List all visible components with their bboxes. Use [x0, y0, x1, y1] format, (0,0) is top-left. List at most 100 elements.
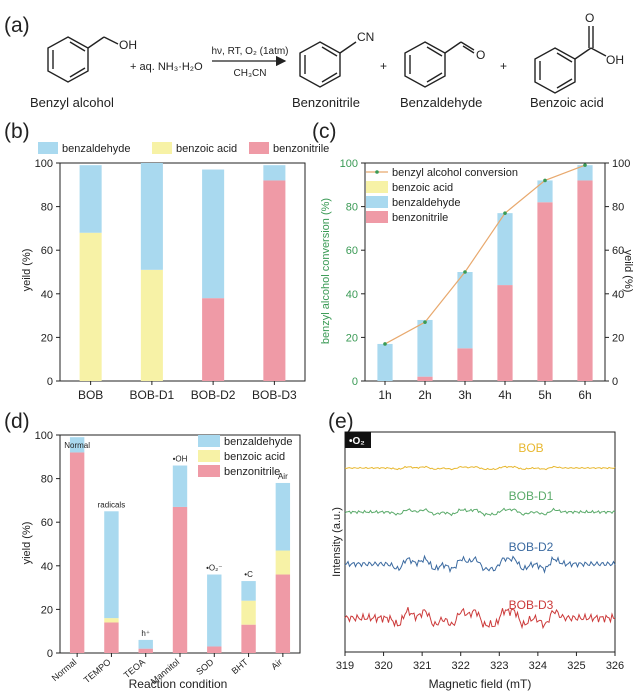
- ytick-label-b-80: 80: [41, 202, 53, 214]
- ytick-label-c-20: 20: [346, 332, 358, 344]
- bar-d-bht-benzoic-acid: [241, 600, 256, 625]
- conditions-top: hν, RT, O₂ (1atm): [211, 46, 288, 57]
- xtick-label-b-bob-d1: BOB-D1: [130, 388, 175, 402]
- xtick-label-b-bob: BOB: [78, 388, 103, 402]
- aldehyde-o-label: O: [476, 48, 485, 62]
- plus-sign-2: +: [500, 59, 507, 73]
- bar-d-air-benzoic-acid: [275, 550, 291, 575]
- xtick-label-e-321: 321: [413, 660, 431, 672]
- xtick-label-c-2h: 2h: [418, 388, 431, 402]
- plot-frame-e: [344, 431, 616, 653]
- bar-b-bob-benzoic-acid: [79, 232, 102, 381]
- legend-label-c-conversion: benzyl alcohol conversion: [392, 167, 518, 179]
- ytick-label-right-c-20: 20: [612, 332, 624, 344]
- xtick-label-e-320: 320: [374, 660, 392, 672]
- benzoic-acid-structure: [534, 26, 607, 94]
- ytick-label-d-0: 0: [47, 648, 53, 660]
- series-line-e-bob: [344, 465, 616, 471]
- legend-label-c-benzoic-acid: benzoic acid: [392, 182, 453, 194]
- bar-c-3h-benzaldehyde: [457, 272, 473, 349]
- point-c-conversion-3h: [463, 270, 467, 274]
- ytick-label-b-40: 40: [41, 289, 53, 301]
- series-label-e-bob-d1: BOB-D1: [509, 489, 554, 503]
- bar-d-mannitol-benzonitrile: [172, 506, 188, 653]
- bar-d-bht-benzonitrile: [241, 624, 256, 653]
- legend-label-b-benzonitrile: benzonitrile: [273, 143, 329, 155]
- annotation-d-teoa: h⁺: [141, 629, 150, 638]
- legend-swatch-b-benzonitrile: [249, 142, 269, 154]
- ylabel-c-left: benzyl alcohol conversion (%): [320, 198, 332, 344]
- bar-d-air-benzaldehyde: [275, 482, 291, 551]
- legend-marker-c-conversion: [375, 170, 379, 174]
- xtick-label-d-normal: Normal: [50, 657, 79, 683]
- legend-label-b-benzaldehyde: benzaldehyde: [62, 143, 131, 155]
- plot-area-c: 0 0 20 20 40 40 60 60 80 80 100 100 1h 2h 3h 4h 5h 6h: [340, 158, 631, 402]
- ytick-label-d-20: 20: [41, 604, 53, 616]
- ylabel-b: yeild (%): [21, 249, 33, 292]
- bar-b-bob-benzaldehyde: [79, 165, 102, 233]
- bar-d-bht-benzaldehyde: [241, 581, 256, 601]
- legend-label-d-benzoic-acid: benzoic acid: [224, 451, 285, 463]
- reactant-name: Benzyl alcohol: [30, 95, 114, 110]
- panel-label-c: (c): [312, 120, 337, 143]
- bar-d-tempo-benzoic-acid: [104, 618, 119, 623]
- bar-c-2h-benzonitrile: [417, 376, 433, 381]
- bar-b-bob-d2-benzaldehyde: [202, 169, 225, 299]
- ytick-label-b-20: 20: [41, 332, 53, 344]
- product-name-benzonitrile: Benzonitrile: [292, 95, 360, 110]
- xtick-label-b-bob-d3: BOB-D3: [252, 388, 297, 402]
- bar-d-normal-benzaldehyde: [69, 437, 85, 453]
- ytick-label-c-100: 100: [340, 158, 358, 170]
- point-c-conversion-5h: [543, 178, 547, 183]
- bar-c-4h-benzonitrile: [497, 285, 513, 381]
- ylabel-c-right: yeild (%): [622, 250, 634, 293]
- bar-d-tempo-benzonitrile: [104, 622, 119, 653]
- ytick-label-right-c-100: 100: [612, 158, 630, 170]
- legend-label-c-benzaldehyde: benzaldehyde: [392, 197, 461, 209]
- benzonitrile-structure: [299, 41, 357, 88]
- bar-b-bob-d3-benzonitrile: [263, 180, 286, 381]
- ytick-label-right-c-40: 40: [612, 289, 624, 301]
- plus-sign-1: +: [380, 59, 387, 73]
- point-c-conversion-1h: [383, 342, 387, 346]
- bar-c-3h-benzonitrile: [457, 348, 473, 381]
- xtick-label-e-322: 322: [452, 660, 470, 672]
- plot-frame-c: [364, 162, 606, 382]
- series-label-e-bob-d3: BOB-D3: [509, 598, 554, 612]
- bar-b-bob-d1-benzaldehyde: [140, 163, 163, 270]
- legend-swatch-c-benzaldehyde: [366, 196, 388, 208]
- series-label-e-bob-d2: BOB-D2: [509, 540, 554, 554]
- benzaldehyde-structure: [404, 41, 475, 88]
- ylabel-e: Intensity (a.u.): [331, 507, 343, 577]
- ytick-label-d-40: 40: [41, 561, 53, 573]
- ytick-label-right-c-80: 80: [612, 202, 624, 214]
- product-name-benzoic-acid: Benzoic acid: [530, 95, 604, 110]
- ytick-label-c-0: 0: [352, 376, 358, 388]
- series-label-e-bob: BOB: [518, 441, 543, 455]
- legend-b: benzaldehyde benzoic acid benzonitrile: [38, 142, 329, 155]
- bar-d-teoa-benzaldehyde: [138, 639, 153, 649]
- ytick-label-d-60: 60: [41, 517, 53, 529]
- series-line-e-bob-d3: [344, 607, 616, 630]
- plot-frame-b: [59, 162, 306, 382]
- radical-badge-label: •O₂: [349, 436, 365, 447]
- bar-d-sod-benzonitrile: [207, 646, 222, 653]
- xtick-label-d-bht: BHT: [230, 657, 251, 677]
- benzyl-alcohol-structure: [47, 36, 119, 83]
- annotation-d-tempo: radicals: [98, 500, 126, 509]
- reaction-scheme: (a) OH Benzyl alcohol + aq. NH₃·H₂O hν, …: [4, 11, 624, 110]
- annotation-d-sod: •O₂⁻: [206, 564, 222, 573]
- annotation-d-air: Air: [278, 472, 288, 481]
- chart-e: (e) •O₂ 319 320 321 322 323 324 325 326 BOB BOB-D…: [328, 410, 624, 691]
- nitrile-cn-label: CN: [357, 30, 374, 44]
- series-line-c-conversion: [384, 164, 586, 345]
- ytick-label-right-c-60: 60: [612, 245, 624, 257]
- panel-label-e: (e): [328, 410, 354, 433]
- chart-b: (b) benzaldehyde benzoic acid benzonitri…: [4, 120, 329, 402]
- series-line-e-bob-d1: [344, 507, 616, 517]
- series-line-e-bob-d2: [344, 554, 616, 574]
- legend-c: benzyl alcohol conversion benzoic acid b…: [366, 167, 518, 224]
- legend-d: benzaldehyde benzoic acid benzonitrile: [198, 435, 293, 478]
- legend-swatch-d-benzoic-acid: [198, 450, 220, 462]
